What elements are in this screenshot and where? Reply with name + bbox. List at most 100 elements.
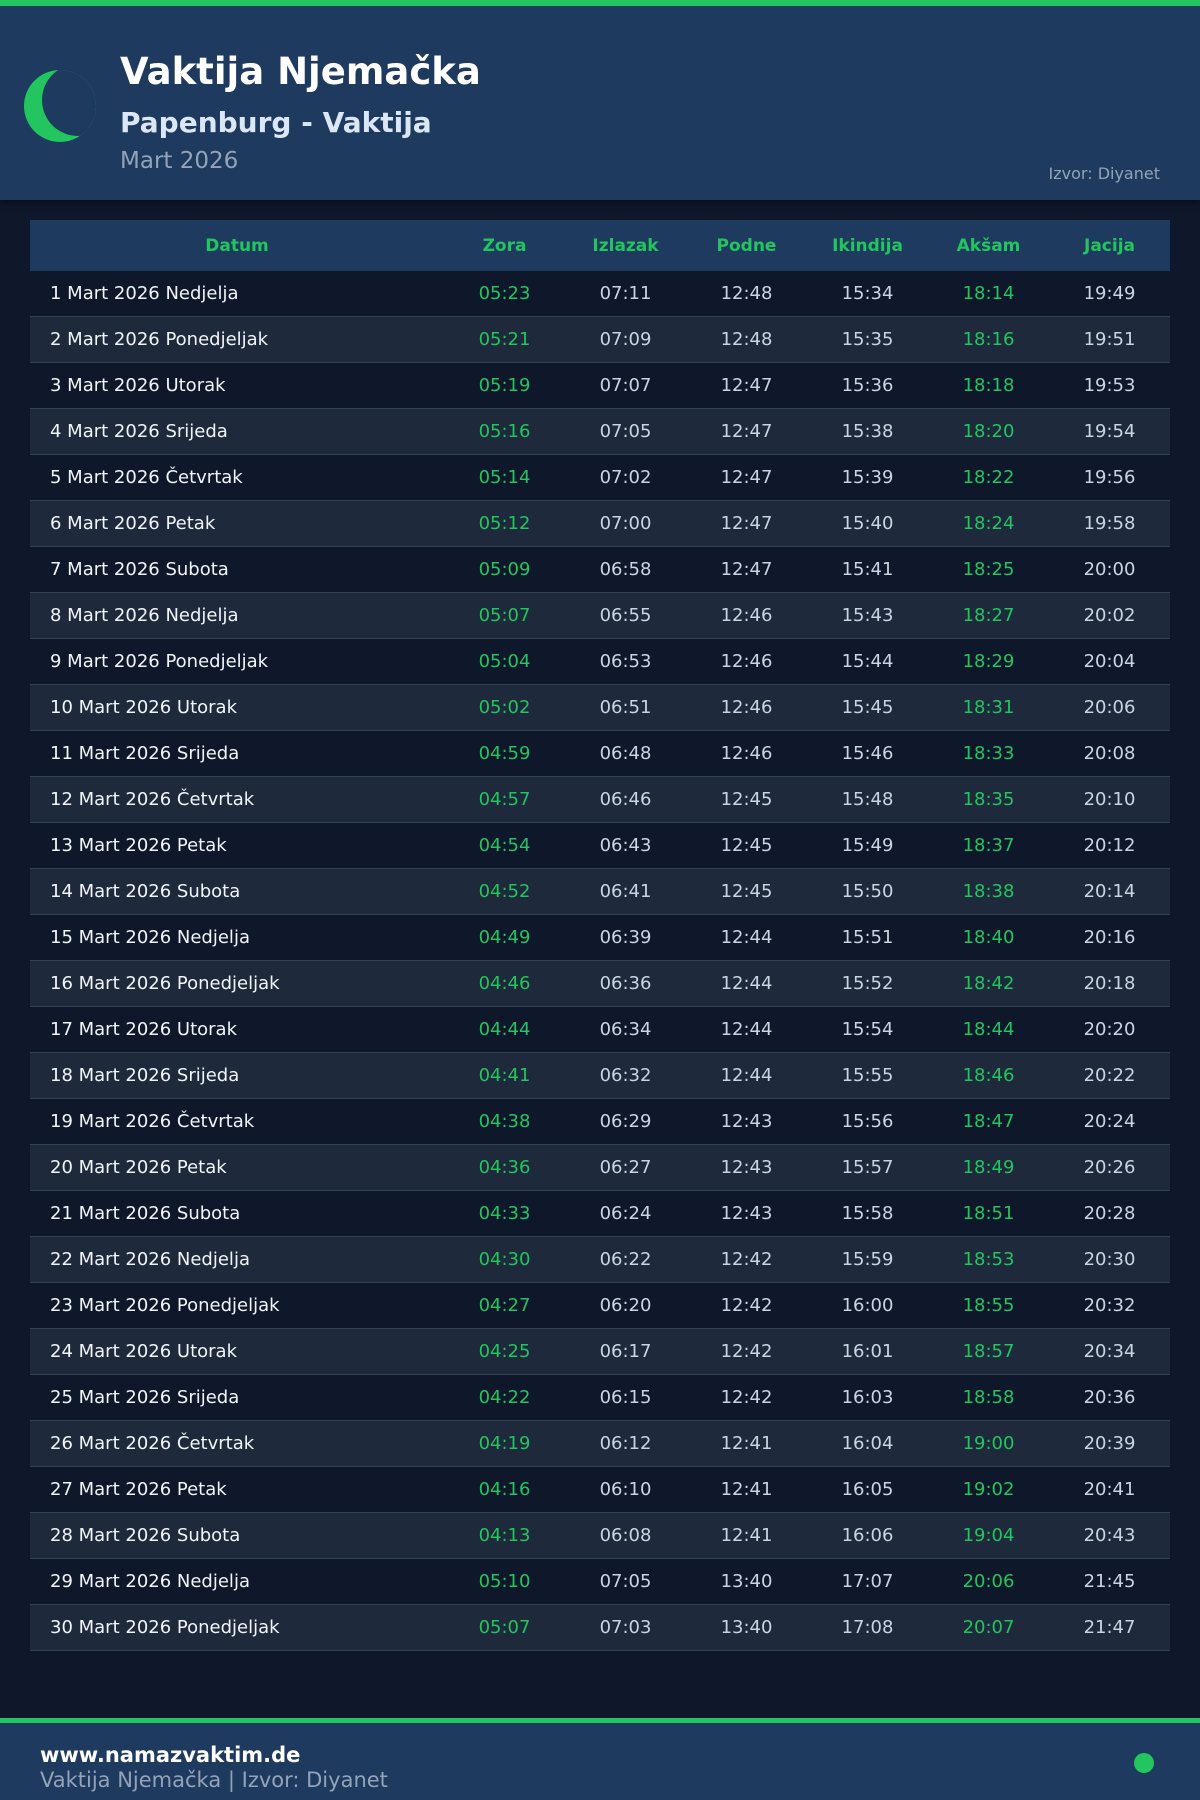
time-cell: 20:30: [1083, 1249, 1136, 1270]
status-dot-icon: [1134, 1753, 1154, 1773]
date-cell: 8 Mart 2026 Nedjelja: [50, 605, 239, 626]
time-cell: 18:49: [962, 1157, 1015, 1178]
date-cell: 17 Mart 2026 Utorak: [50, 1019, 237, 1040]
time-cell: 07:11: [599, 283, 652, 304]
time-cell: 12:41: [720, 1525, 773, 1546]
city-subtitle: Papenburg - Vaktija: [120, 106, 432, 139]
time-cell: 04:57: [478, 789, 531, 810]
table-row: 16 Mart 2026 Ponedjeljak 04:46 06:36 12:44 1…: [30, 961, 1170, 1007]
date-cell: 5 Mart 2026 Četvrtak: [50, 467, 243, 488]
time-cell: 12:43: [720, 1111, 773, 1132]
time-cell: 12:45: [720, 881, 773, 902]
time-cell: 12:46: [720, 743, 773, 764]
time-cell: 20:22: [1083, 1065, 1136, 1086]
time-cell: 15:55: [841, 1065, 894, 1086]
time-cell: 18:37: [962, 835, 1015, 856]
time-cell: 06:32: [599, 1065, 652, 1086]
time-cell: 06:41: [599, 881, 652, 902]
time-cell: 05:19: [478, 375, 531, 396]
time-cell: 04:59: [478, 743, 531, 764]
table-row: 8 Mart 2026 Nedjelja 05:07 06:55 12:46 15:43…: [30, 593, 1170, 639]
table-row: 12 Mart 2026 Četvrtak 04:57 06:46 12:45 15:4…: [30, 777, 1170, 823]
date-cell: 13 Mart 2026 Petak: [50, 835, 227, 856]
time-cell: 12:46: [720, 605, 773, 626]
table-row: 13 Mart 2026 Petak 04:54 06:43 12:45 15:49 18…: [30, 823, 1170, 869]
table-row: 19 Mart 2026 Četvrtak 04:38 06:29 12:43 15:5…: [30, 1099, 1170, 1145]
date-cell: 3 Mart 2026 Utorak: [50, 375, 226, 396]
time-cell: 12:41: [720, 1479, 773, 1500]
time-cell: 05:07: [478, 605, 531, 626]
date-cell: 27 Mart 2026 Petak: [50, 1479, 227, 1500]
time-cell: 16:06: [841, 1525, 894, 1546]
time-cell: 15:43: [841, 605, 894, 626]
time-cell: 18:20: [962, 421, 1015, 442]
time-cell: 18:40: [962, 927, 1015, 948]
date-cell: 20 Mart 2026 Petak: [50, 1157, 227, 1178]
time-cell: 20:07: [962, 1617, 1015, 1638]
time-cell: 06:29: [599, 1111, 652, 1132]
column-header: Ikindija: [832, 235, 903, 256]
website-link[interactable]: www.namazvaktim.de: [40, 1743, 301, 1767]
time-cell: 12:47: [720, 421, 773, 442]
time-cell: 06:55: [599, 605, 652, 626]
time-cell: 12:45: [720, 789, 773, 810]
time-cell: 05:16: [478, 421, 531, 442]
table-row: 4 Mart 2026 Srijeda 05:16 07:05 12:47 15:38 1…: [30, 409, 1170, 455]
time-cell: 18:16: [962, 329, 1015, 350]
time-cell: 19:51: [1083, 329, 1136, 350]
table-row: 23 Mart 2026 Ponedjeljak 04:27 06:20 12:42 1…: [30, 1283, 1170, 1329]
time-cell: 06:48: [599, 743, 652, 764]
time-cell: 18:31: [962, 697, 1015, 718]
time-cell: 12:45: [720, 835, 773, 856]
date-cell: 9 Mart 2026 Ponedjeljak: [50, 651, 269, 672]
date-cell: 6 Mart 2026 Petak: [50, 513, 216, 534]
time-cell: 05:02: [478, 697, 531, 718]
time-cell: 18:55: [962, 1295, 1015, 1316]
page-title: Vaktija Njemačka: [120, 50, 481, 93]
time-cell: 12:42: [720, 1249, 773, 1270]
time-cell: 04:30: [478, 1249, 531, 1270]
time-cell: 15:45: [841, 697, 894, 718]
time-cell: 05:21: [478, 329, 531, 350]
time-cell: 18:57: [962, 1341, 1015, 1362]
time-cell: 06:51: [599, 697, 652, 718]
time-cell: 05:14: [478, 467, 531, 488]
time-cell: 06:34: [599, 1019, 652, 1040]
time-cell: 06:43: [599, 835, 652, 856]
time-cell: 15:58: [841, 1203, 894, 1224]
time-cell: 18:25: [962, 559, 1015, 580]
time-cell: 20:14: [1083, 881, 1136, 902]
time-cell: 19:02: [962, 1479, 1015, 1500]
table-row: 11 Mart 2026 Srijeda 04:59 06:48 12:46 15:46…: [30, 731, 1170, 777]
time-cell: 05:04: [478, 651, 531, 672]
table-row: 3 Mart 2026 Utorak 05:19 07:07 12:47 15:36 18…: [30, 363, 1170, 409]
time-cell: 18:51: [962, 1203, 1015, 1224]
time-cell: 18:47: [962, 1111, 1015, 1132]
time-cell: 20:12: [1083, 835, 1136, 856]
date-cell: 16 Mart 2026 Ponedjeljak: [50, 973, 280, 994]
time-cell: 12:46: [720, 697, 773, 718]
table-row: 24 Mart 2026 Utorak 04:25 06:17 12:42 16:01 1…: [30, 1329, 1170, 1375]
time-cell: 07:03: [599, 1617, 652, 1638]
date-cell: 19 Mart 2026 Četvrtak: [50, 1111, 255, 1132]
time-cell: 15:35: [841, 329, 894, 350]
time-cell: 19:53: [1083, 375, 1136, 396]
time-cell: 06:46: [599, 789, 652, 810]
time-cell: 04:22: [478, 1387, 531, 1408]
date-cell: 18 Mart 2026 Srijeda: [50, 1065, 240, 1086]
time-cell: 18:18: [962, 375, 1015, 396]
time-cell: 04:13: [478, 1525, 531, 1546]
table-row: 17 Mart 2026 Utorak 04:44 06:34 12:44 15:54 1…: [30, 1007, 1170, 1053]
time-cell: 15:59: [841, 1249, 894, 1270]
time-cell: 07:05: [599, 421, 652, 442]
column-header: Jacija: [1084, 235, 1135, 256]
time-cell: 06:08: [599, 1525, 652, 1546]
date-cell: 2 Mart 2026 Ponedjeljak: [50, 329, 269, 350]
time-cell: 12:47: [720, 375, 773, 396]
table-row: 5 Mart 2026 Četvrtak 05:14 07:02 12:47 15:39…: [30, 455, 1170, 501]
time-cell: 20:18: [1083, 973, 1136, 994]
table-row: 20 Mart 2026 Petak 04:36 06:27 12:43 15:57 18…: [30, 1145, 1170, 1191]
table-row: 22 Mart 2026 Nedjelja 04:30 06:22 12:42 15:5…: [30, 1237, 1170, 1283]
time-cell: 18:46: [962, 1065, 1015, 1086]
time-cell: 18:42: [962, 973, 1015, 994]
